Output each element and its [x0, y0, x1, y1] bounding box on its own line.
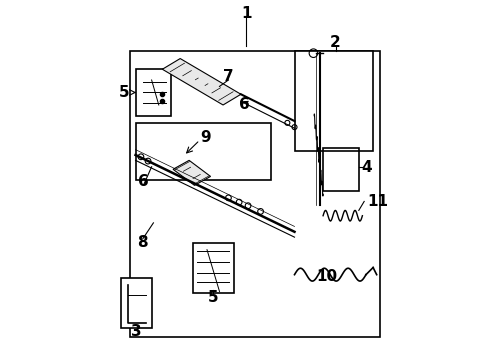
- Bar: [294, 51, 372, 152]
- Text: 10: 10: [315, 269, 337, 284]
- Text: 4: 4: [361, 160, 371, 175]
- Bar: [135, 123, 271, 180]
- Text: 9: 9: [200, 130, 210, 145]
- Bar: [121, 278, 151, 328]
- Bar: [323, 148, 358, 191]
- Text: 6: 6: [138, 174, 149, 189]
- Polygon shape: [162, 59, 241, 105]
- Bar: [135, 69, 171, 116]
- Text: 6: 6: [239, 97, 249, 112]
- Text: 3: 3: [131, 324, 142, 339]
- Polygon shape: [173, 160, 210, 185]
- Bar: [192, 243, 233, 293]
- Text: 1: 1: [241, 6, 251, 21]
- Text: 7: 7: [223, 69, 233, 84]
- Text: 8: 8: [137, 235, 148, 250]
- Text: 5: 5: [208, 290, 218, 305]
- Text: 5: 5: [119, 85, 129, 100]
- Bar: [130, 51, 380, 337]
- Text: 11: 11: [367, 194, 388, 209]
- Text: 2: 2: [329, 35, 340, 50]
